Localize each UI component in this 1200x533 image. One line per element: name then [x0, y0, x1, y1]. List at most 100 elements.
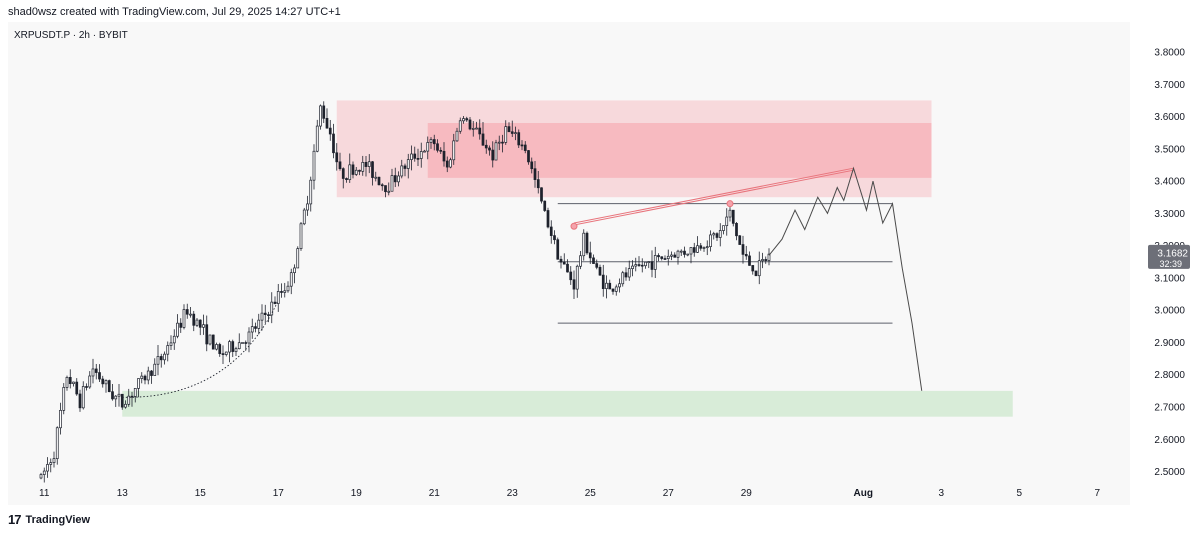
- candle-body: [166, 345, 170, 355]
- candle-body: [676, 250, 680, 258]
- pivot-marker: [726, 200, 734, 208]
- candle-body: [533, 168, 537, 180]
- candle-body: [244, 342, 248, 344]
- candle-body: [514, 132, 517, 134]
- brand-name: TradingView: [25, 513, 91, 526]
- candle-body: [699, 245, 703, 249]
- candle-body: [260, 312, 264, 321]
- candle-body: [572, 279, 576, 290]
- wedge-line: [573, 169, 854, 226]
- candle-body: [98, 372, 101, 380]
- candle-body: [621, 272, 625, 285]
- candle-body: [319, 105, 322, 127]
- price-axis[interactable]: 3.80003.70003.60003.50003.40003.30003.20…: [1148, 48, 1190, 479]
- candle-body: [75, 381, 79, 395]
- candle-body: [270, 301, 274, 316]
- candle-body: [637, 264, 641, 266]
- chart-credit: shad0wsz created with TradingView.com, J…: [8, 6, 341, 18]
- candle-body: [361, 162, 365, 172]
- candle-body: [335, 152, 339, 163]
- candle-body: [562, 261, 566, 265]
- candle-body: [254, 326, 257, 329]
- candle-body: [679, 250, 683, 253]
- candle-body: [475, 127, 478, 130]
- candle-body: [351, 164, 355, 175]
- candle-body: [445, 160, 449, 168]
- candle-body: [426, 142, 430, 152]
- candle-body: [237, 342, 241, 350]
- candle-body: [263, 312, 267, 315]
- candle-body: [169, 342, 173, 346]
- x-tick-label: 15: [195, 488, 207, 499]
- candle-body: [354, 169, 358, 175]
- candle-body: [728, 209, 732, 218]
- candle-body: [283, 290, 287, 293]
- candle-body: [715, 233, 719, 238]
- candle-body: [650, 261, 654, 270]
- candle-body: [241, 342, 244, 344]
- candle-body: [738, 235, 742, 245]
- candle-body: [527, 150, 530, 163]
- annotations-layer: [122, 166, 923, 398]
- candle-body: [81, 386, 85, 409]
- candle-body: [692, 247, 696, 253]
- candle-body: [387, 190, 391, 193]
- candle-body: [176, 322, 179, 337]
- candle-body: [78, 393, 82, 409]
- candle-body: [276, 291, 280, 304]
- candle-body: [332, 133, 335, 154]
- price-chart[interactable]: XRPUSDT.P · 2h · BYBIT 3.8000 3.7000 3.600…: [8, 22, 1192, 505]
- candle-body: [504, 126, 508, 143]
- candle-body: [85, 386, 88, 388]
- candle-body: [367, 161, 371, 167]
- dotted-curve: [122, 300, 279, 398]
- candle-body: [59, 409, 62, 429]
- candle-body: [696, 245, 699, 253]
- candle-body: [46, 464, 49, 472]
- candle-body: [458, 120, 462, 132]
- candle-body: [748, 255, 751, 266]
- candle-body: [507, 126, 511, 133]
- candle-body: [536, 179, 540, 189]
- candle-body: [247, 331, 251, 344]
- candle-body: [709, 234, 712, 248]
- x-tick-label: 3: [938, 488, 944, 499]
- candle-body: [731, 209, 735, 224]
- candle-body: [484, 144, 488, 149]
- candle-body: [442, 150, 446, 162]
- candle-body: [250, 326, 254, 333]
- candle-body: [423, 150, 426, 153]
- candle-body: [94, 368, 98, 373]
- candle-body: [761, 259, 764, 262]
- candle-body: [429, 139, 433, 143]
- candle-body: [371, 161, 374, 178]
- y-tick-label: 3.8000: [1154, 48, 1185, 59]
- candle-body: [202, 324, 205, 328]
- candle-body: [598, 266, 602, 276]
- candle-body: [712, 233, 716, 236]
- supply-inner-zone: [427, 123, 932, 178]
- candle-body: [644, 261, 647, 267]
- candle-body: [705, 246, 709, 249]
- candle-body: [523, 144, 527, 151]
- candle-body: [309, 179, 313, 205]
- candle-body: [127, 395, 131, 405]
- candle-body: [234, 348, 238, 352]
- y-tick-label: 3.5000: [1154, 144, 1185, 155]
- candle-body: [224, 351, 228, 355]
- x-tick-label: 17: [273, 488, 285, 499]
- candle-body: [124, 403, 127, 408]
- time-axis[interactable]: 11 13 15 17 19 21 23 25 27 29 Aug 3 5 7: [39, 488, 1100, 499]
- candle-body: [153, 363, 157, 376]
- candle-body: [757, 260, 761, 277]
- chart-panel[interactable]: XRPUSDT.P · 2h · BYBIT 3.8000 3.7000 3.600…: [8, 22, 1192, 505]
- candle-body: [702, 247, 706, 249]
- candle-body: [55, 427, 59, 459]
- candle-body: [143, 375, 147, 381]
- candle-body: [605, 282, 608, 289]
- x-tick-label: 13: [117, 488, 129, 499]
- candle-body: [289, 272, 293, 287]
- candle-body: [530, 161, 534, 170]
- candle-body: [462, 118, 465, 122]
- candle-body: [468, 119, 472, 130]
